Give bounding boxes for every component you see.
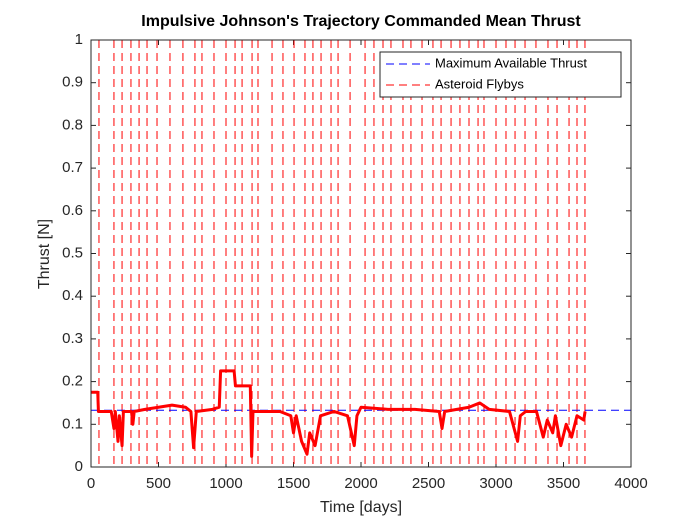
legend-label: Maximum Available Thrust	[435, 55, 587, 70]
axes-box	[90, 39, 632, 468]
y-tick-label: 1	[75, 31, 83, 48]
y-tick-label: 0.3	[62, 330, 83, 347]
y-tick-label: 0.7	[62, 159, 83, 176]
y-tick-label: 0	[75, 458, 83, 475]
x-tick-label: 3500	[547, 475, 580, 492]
thrust-line	[91, 369, 587, 458]
x-tick-label: 500	[146, 475, 171, 492]
y-tick-label: 0.1	[62, 415, 83, 432]
y-tick-label: 0.4	[62, 287, 83, 304]
y-tick-label: 0.8	[62, 116, 83, 133]
x-tick-label: 1000	[209, 475, 242, 492]
legend	[379, 51, 622, 98]
x-axis-label: Time [days]	[320, 499, 402, 516]
x-tick-label: 2500	[412, 475, 445, 492]
legend-label: Asteroid Flybys	[435, 76, 524, 91]
y-tick-label: 0.5	[62, 244, 83, 261]
y-axis-label: Thrust [N]	[36, 219, 53, 289]
y-tick-label: 0.6	[62, 202, 83, 219]
x-tick-label: 0	[87, 475, 95, 492]
y-tick-label: 0.2	[62, 373, 83, 390]
x-tick-label: 4000	[614, 475, 647, 492]
chart-title: Impulsive Johnson's Trajectory Commanded…	[141, 13, 581, 30]
x-tick-label: 3000	[479, 475, 512, 492]
y-tick-label: 0.9	[62, 74, 83, 91]
x-tick-label: 2000	[344, 475, 377, 492]
x-tick-label: 1500	[277, 475, 310, 492]
